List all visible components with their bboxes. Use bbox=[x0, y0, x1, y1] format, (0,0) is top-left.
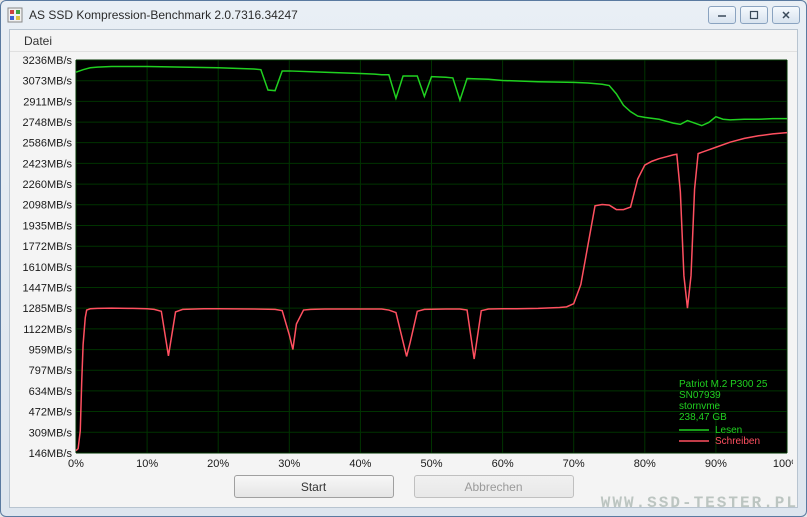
minimize-button[interactable] bbox=[708, 6, 736, 24]
y-tick-label: 797MB/s bbox=[29, 365, 73, 377]
y-tick-label: 309MB/s bbox=[29, 427, 73, 439]
x-tick-label: 40% bbox=[349, 458, 371, 470]
x-tick-label: 0% bbox=[68, 458, 84, 470]
y-tick-label: 2586MB/s bbox=[22, 138, 72, 150]
menu-datei[interactable]: Datei bbox=[16, 32, 60, 50]
drive-info-line: SN07939 bbox=[679, 390, 721, 401]
y-tick-label: 2911MB/s bbox=[23, 96, 72, 108]
chart-area: 146MB/s 309MB/s 472MB/s 634MB/s 797MB/s 959MB… bbox=[14, 56, 793, 471]
titlebar[interactable]: AS SSD Kompression-Benchmark 2.0.7316.34… bbox=[1, 1, 806, 29]
menubar: Datei bbox=[10, 30, 797, 52]
y-tick-label: 2423MB/s bbox=[22, 158, 72, 170]
maximize-button[interactable] bbox=[740, 6, 768, 24]
y-tick-label: 472MB/s bbox=[29, 407, 73, 419]
y-tick-label: 634MB/s bbox=[29, 386, 73, 398]
window-controls bbox=[708, 6, 800, 24]
y-tick-label: 1935MB/s bbox=[22, 220, 72, 232]
y-tick-label: 3073MB/s bbox=[22, 76, 72, 88]
x-tick-label: 20% bbox=[207, 458, 229, 470]
x-tick-label: 50% bbox=[420, 458, 442, 470]
y-tick-label: 2098MB/s bbox=[22, 200, 72, 212]
drive-info-line: Patriot M.2 P300 25 bbox=[679, 379, 768, 390]
close-button[interactable] bbox=[772, 6, 800, 24]
y-tick-label: 2260MB/s bbox=[22, 179, 72, 191]
y-tick-label: 959MB/s bbox=[29, 345, 73, 357]
x-tick-label: 10% bbox=[136, 458, 158, 470]
y-tick-label: 1447MB/s bbox=[22, 283, 72, 295]
cancel-button: Abbrechen bbox=[414, 475, 574, 498]
y-tick-label: 1610MB/s bbox=[22, 262, 72, 274]
y-tick-label: 1122MB/s bbox=[23, 324, 72, 336]
drive-info-line: 238,47 GB bbox=[679, 412, 727, 423]
y-tick-label: 1772MB/s bbox=[22, 241, 72, 253]
legend-write: Schreiben bbox=[715, 436, 760, 447]
app-window: AS SSD Kompression-Benchmark 2.0.7316.34… bbox=[0, 0, 807, 517]
button-row: Start Abbrechen bbox=[10, 475, 797, 501]
x-tick-label: 100% bbox=[773, 458, 793, 470]
drive-info-line: stornvme bbox=[679, 401, 721, 412]
y-tick-label: 3236MB/s bbox=[22, 56, 72, 67]
legend-read: Lesen bbox=[715, 425, 742, 436]
start-button[interactable]: Start bbox=[234, 475, 394, 498]
x-tick-label: 70% bbox=[563, 458, 585, 470]
x-tick-label: 90% bbox=[705, 458, 727, 470]
chart-svg: 146MB/s 309MB/s 472MB/s 634MB/s 797MB/s 959MB… bbox=[14, 56, 793, 471]
x-tick-label: 60% bbox=[492, 458, 514, 470]
app-icon bbox=[7, 7, 23, 23]
window-title: AS SSD Kompression-Benchmark 2.0.7316.34… bbox=[29, 8, 708, 22]
y-tick-label: 1285MB/s bbox=[22, 303, 72, 315]
y-tick-label: 2748MB/s bbox=[22, 117, 72, 129]
x-tick-label: 30% bbox=[278, 458, 300, 470]
client-area: Datei 146MB/s 309MB/s 472MB/s 634MB/s 797MB/… bbox=[9, 29, 798, 508]
y-tick-label: 146MB/s bbox=[29, 448, 73, 460]
x-tick-label: 80% bbox=[634, 458, 656, 470]
